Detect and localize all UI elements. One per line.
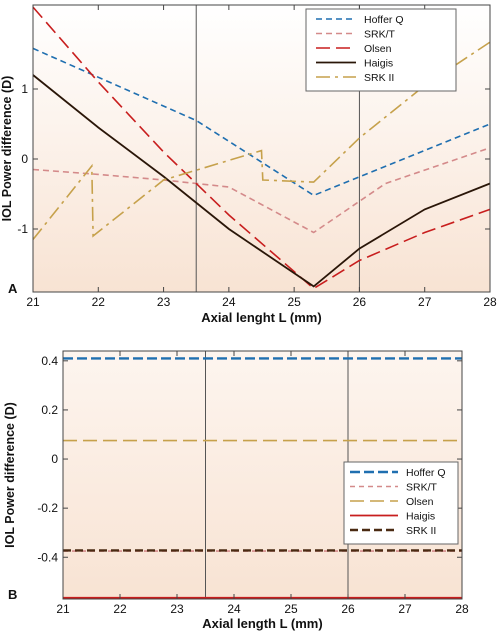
legend-label: Olsen — [406, 496, 434, 508]
legend-label: Haigis — [406, 511, 435, 523]
chart-panel-b: 21 22 23 24 25 26 27 28 -0.4 -0.2 0 0.2 0.4 Axial len… — [3, 350, 469, 631]
legend-label: SRK II — [406, 525, 436, 537]
x-tick-label: 22 — [92, 295, 106, 309]
y-tick-label: 0 — [21, 152, 28, 166]
legend-label: Hoffer Q — [364, 14, 404, 26]
y-axis-label: IOL Power difference (D) — [3, 402, 17, 548]
x-tick-label: 21 — [56, 602, 70, 616]
x-tick-label: 27 — [398, 602, 412, 616]
x-tick-label: 28 — [483, 295, 497, 309]
panel-label: A — [8, 281, 18, 296]
legend-label: SRK/T — [364, 29, 396, 41]
series-line-olsen — [32, 6, 491, 290]
legend-label: Haigis — [364, 58, 393, 70]
legend: Hoffer Q SRK/T Olsen Haigis SRK II — [305, 8, 457, 92]
x-axis-label: Axial length L (mm) — [202, 616, 322, 631]
x-tick-label: 28 — [455, 602, 469, 616]
y-tick-label: -0.2 — [37, 501, 58, 515]
legend-label: SRK/T — [406, 482, 438, 494]
legend-label: SRK II — [364, 72, 394, 84]
x-tick-label: 26 — [341, 602, 355, 616]
y-tick-label: -0.4 — [37, 550, 58, 564]
plot-frame — [32, 4, 491, 293]
series-line-srk-t — [32, 147, 491, 234]
plot-frame — [62, 350, 463, 600]
legend-label: Hoffer Q — [406, 467, 446, 479]
series-line-srk-ii — [32, 41, 491, 240]
x-tick-label: 24 — [222, 295, 236, 309]
chart-panel-a: 21 22 23 24 25 26 27 28 -1 0 1 Axial lenght L (mm) I… — [0, 4, 497, 325]
y-tick-label: 0.2 — [41, 403, 58, 417]
x-tick-label: 26 — [353, 295, 367, 309]
y-tick-label: 0 — [51, 452, 58, 466]
x-tick-label: 23 — [157, 295, 171, 309]
y-tick-label: 1 — [21, 82, 28, 96]
x-tick-label: 27 — [418, 295, 432, 309]
x-axis-label: Axial lenght L (mm) — [201, 310, 321, 325]
panel-label: B — [8, 587, 17, 602]
x-tick-label: 24 — [227, 602, 241, 616]
series-line-hoffer-q — [32, 47, 491, 197]
y-tick-label: -1 — [17, 222, 28, 236]
y-axis-label: IOL Power difference (D) — [0, 76, 14, 222]
legend: Hoffer Q SRK/T Olsen Haigis SRK II — [343, 461, 459, 545]
x-tick-label: 25 — [287, 295, 301, 309]
y-tick-label: 0.4 — [41, 354, 58, 368]
legend-label: Olsen — [364, 43, 392, 55]
x-tick-label: 25 — [284, 602, 298, 616]
x-tick-label: 21 — [26, 295, 40, 309]
x-tick-label: 22 — [113, 602, 127, 616]
x-tick-label: 23 — [170, 602, 184, 616]
legend-box — [305, 8, 457, 92]
series-line-haigis — [32, 74, 491, 288]
